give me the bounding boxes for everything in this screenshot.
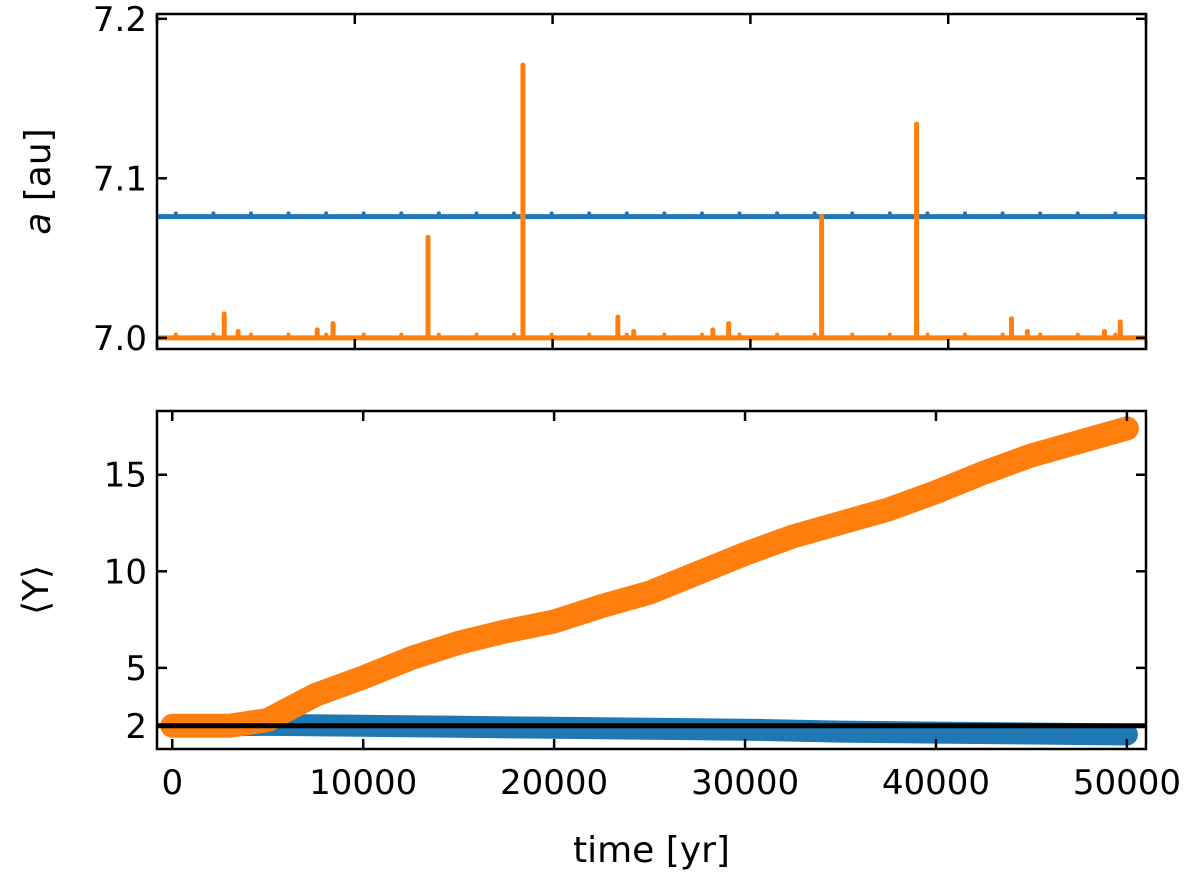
bottom-xtick-label: 40000 xyxy=(882,763,990,803)
series-2-line xyxy=(160,416,1139,738)
top-plot-area xyxy=(157,62,1146,341)
bottom-ytick-label: 2 xyxy=(125,707,147,747)
bottom-ytick-label: 5 xyxy=(125,649,147,689)
x-axis-label: time [yr] xyxy=(573,830,730,871)
top-ytick-label: 7.2 xyxy=(93,0,147,40)
bottom-xtick-label: 0 xyxy=(161,763,183,803)
bottom-ticks: 2 5 10 15 0 10000 20000 30000 40000 50000 xyxy=(104,411,1181,803)
top-y-axis-unit: [au] xyxy=(18,128,59,212)
bottom-xtick-label: 50000 xyxy=(1073,763,1181,803)
bottom-axes-frame xyxy=(155,409,1148,751)
bottom-xtick-label: 10000 xyxy=(309,763,417,803)
top-ticks: 7.0 7.1 7.2 xyxy=(93,0,1148,359)
bottom-plot-area xyxy=(157,416,1146,746)
bottom-y-axis-label: ⟨Y⟩ xyxy=(16,565,57,615)
top-ytick-label: 7.0 xyxy=(93,319,147,359)
bottom-axes-panel: 2 5 10 15 0 10000 20000 30000 40000 50000 ⟨Y⟩ tim… xyxy=(16,409,1181,871)
top-ytick-label: 7.1 xyxy=(93,159,147,199)
top-y-axis-label: a [au] xyxy=(18,128,59,234)
top-y-axis-symbol: a xyxy=(18,213,59,235)
bottom-xtick-label: 30000 xyxy=(691,763,799,803)
bottom-ytick-label: 15 xyxy=(104,456,147,496)
bottom-ytick-label: 10 xyxy=(104,552,147,592)
bottom-xtick-label: 20000 xyxy=(500,763,608,803)
top-axes-frame xyxy=(155,12,1148,351)
top-axes-panel: 7.0 7.1 7.2 a [au] xyxy=(18,0,1148,359)
